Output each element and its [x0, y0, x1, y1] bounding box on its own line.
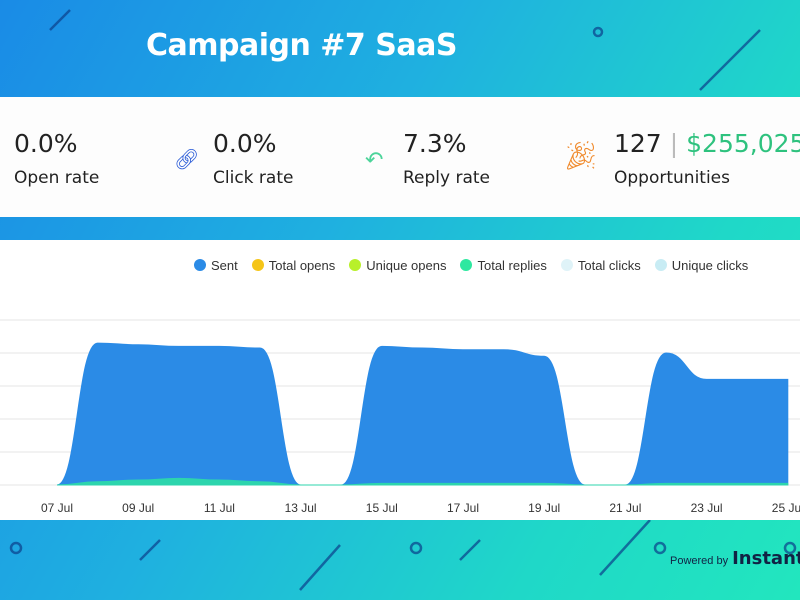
x-tick-label: 13 Jul — [285, 501, 317, 515]
brand-logo: Instantly — [732, 548, 800, 569]
opportunities-count: 127 — [614, 129, 662, 158]
link-icon: 🔗︎ — [174, 149, 200, 171]
legend-label: Unique clicks — [671, 258, 749, 273]
opportunities-label: Opportunities — [614, 168, 730, 188]
x-tick-label: 11 Jul — [204, 501, 235, 515]
powered-by: Powered byInstantly — [670, 548, 800, 569]
x-tick-label: 21 Jul — [609, 501, 641, 515]
series-sent — [56, 342, 789, 486]
stats-panel: 0.0% Open rate 🔗︎ 0.0% Click rate ↶ 7.3%… — [0, 97, 800, 217]
stat-opportunities: 127 | $255,025 Opportunities — [614, 129, 800, 188]
x-tick-label: 23 Jul — [691, 501, 723, 515]
legend-item[interactable]: Total clicks — [560, 258, 641, 273]
x-tick-label: 07 Jul — [41, 501, 73, 515]
legend-dot — [560, 259, 573, 271]
legend-dot — [194, 259, 206, 271]
x-tick-label: 25 Jul — [772, 501, 800, 515]
x-tick-label: 09 Jul — [122, 501, 154, 515]
x-tick-label: 17 Jul — [447, 501, 479, 515]
legend-item[interactable]: Unique opens — [349, 258, 446, 273]
open-rate-value: 0.0% — [14, 129, 78, 158]
legend-dot — [460, 259, 473, 271]
powered-by-text: Powered by — [670, 555, 729, 567]
reply-rate-value: 7.3% — [403, 129, 467, 158]
stat-click-rate: 0.0% Click rate — [213, 129, 293, 188]
legend-item[interactable]: Total replies — [460, 258, 547, 273]
legend-label: Sent — [211, 258, 238, 273]
legend-label: Total opens — [268, 258, 336, 273]
x-tick-label: 15 Jul — [366, 501, 398, 515]
series-total-replies — [56, 477, 789, 486]
open-rate-label: Open rate — [14, 168, 100, 188]
click-rate-value: 0.0% — [213, 129, 277, 158]
legend-dot — [251, 259, 264, 271]
chart-legend: Sent Total opens Unique opens Total replies… — [194, 258, 748, 273]
legend-label: Total clicks — [577, 258, 641, 273]
chart-panel: Sent Total opens Unique opens Total replies… — [0, 240, 800, 520]
reply-icon: ↶ — [365, 147, 384, 172]
click-rate-label: Click rate — [213, 168, 294, 188]
stat-reply-rate: 7.3% Reply rate — [403, 129, 490, 188]
opportunities-value: $255,025 — [686, 129, 800, 158]
legend-label: Total replies — [477, 258, 547, 273]
stat-open-rate: 0.0% Open rate — [14, 129, 99, 188]
legend-item[interactable]: Total opens — [251, 258, 336, 273]
legend-dot — [349, 259, 362, 271]
area-chart: 07 Jul 09 Jul 11 Jul 13 Jul 15 Jul 17 Jul 19 J… — [0, 319, 800, 515]
x-tick-label: 19 Jul — [528, 501, 560, 515]
reply-rate-label: Reply rate — [403, 168, 491, 188]
legend-label: Unique opens — [366, 258, 447, 273]
legend-dot — [654, 259, 667, 271]
legend-item[interactable]: Unique clicks — [654, 258, 749, 273]
campaign-title: Campaign #7 SaaS — [146, 28, 457, 63]
party-popper-icon: 🎉︎ — [563, 140, 599, 171]
legend-item[interactable]: Sent — [194, 258, 238, 273]
